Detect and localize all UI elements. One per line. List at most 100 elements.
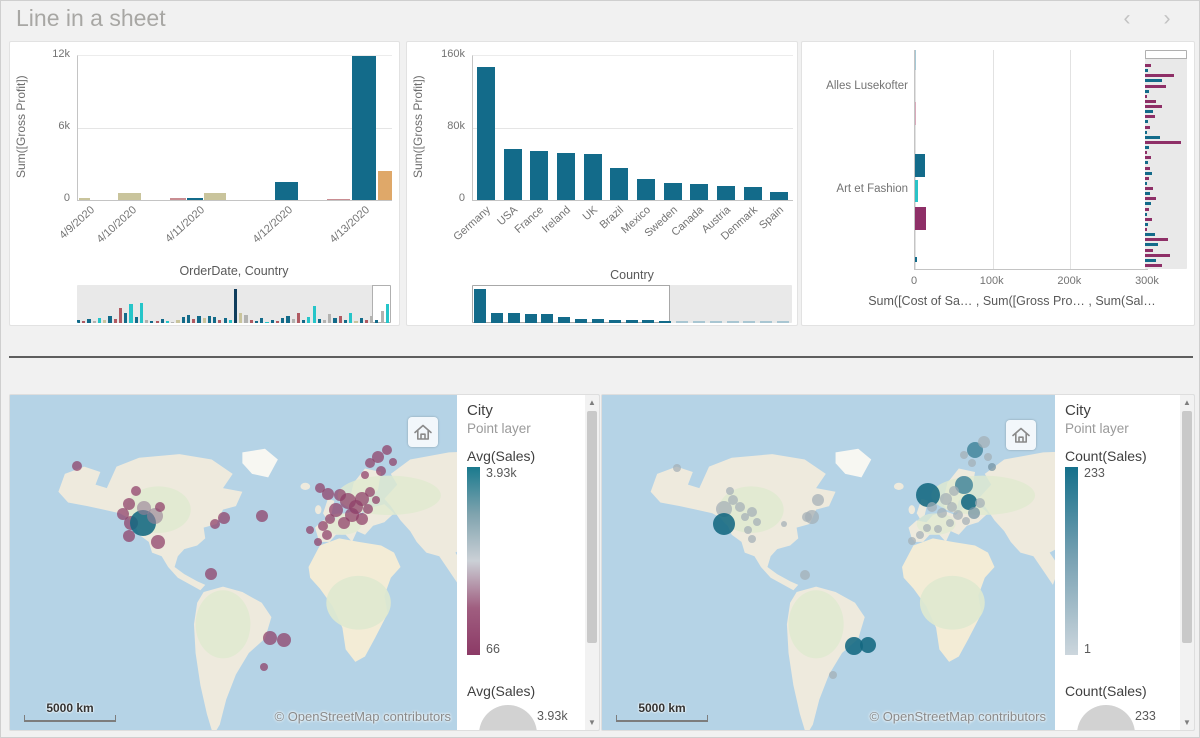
bar-Ireland[interactable] xyxy=(557,152,575,200)
map-point[interactable] xyxy=(314,538,322,546)
prev-sheet-button[interactable]: ‹ xyxy=(1123,7,1131,30)
scroll-up-icon[interactable]: ▲ xyxy=(588,398,596,407)
map-point[interactable] xyxy=(673,464,681,472)
bar-UK[interactable] xyxy=(583,153,602,200)
map-point[interactable] xyxy=(365,487,375,497)
c3-mini[interactable] xyxy=(1145,50,1187,269)
bar-4/11/2020[interactable] xyxy=(204,193,226,200)
map-point[interactable] xyxy=(978,436,990,448)
map-point[interactable] xyxy=(131,486,141,496)
map-point[interactable] xyxy=(382,445,392,455)
bar-Mexico[interactable] xyxy=(637,179,655,200)
minimap-viewport[interactable] xyxy=(1145,50,1187,59)
scrollbar-thumb[interactable] xyxy=(1182,411,1192,643)
map-point[interactable] xyxy=(123,498,135,510)
map-point[interactable] xyxy=(147,508,163,524)
map-point[interactable] xyxy=(949,486,959,496)
map-point[interactable] xyxy=(260,663,268,671)
map-point[interactable] xyxy=(845,637,863,655)
map-point[interactable] xyxy=(726,487,734,495)
map-point[interactable] xyxy=(728,495,738,505)
map-point[interactable] xyxy=(805,510,819,524)
bar-partial[interactable] xyxy=(915,257,918,262)
map-point[interactable] xyxy=(955,476,973,494)
map-point[interactable] xyxy=(960,451,968,459)
map-point[interactable] xyxy=(747,507,757,517)
bar-Art et Fashion[interactable] xyxy=(915,154,925,177)
map-point[interactable] xyxy=(151,535,165,549)
map-point[interactable] xyxy=(812,494,824,506)
map-point[interactable] xyxy=(205,568,217,580)
bar-Sweden[interactable] xyxy=(663,182,682,200)
bar-France[interactable] xyxy=(530,150,549,200)
map-point[interactable] xyxy=(748,535,756,543)
bar-Alles Lusekofter[interactable] xyxy=(915,102,917,125)
map-point[interactable] xyxy=(741,513,749,521)
map-point[interactable] xyxy=(916,531,924,539)
map-point[interactable] xyxy=(322,488,334,500)
map-point[interactable] xyxy=(123,530,135,542)
map-avg-sales[interactable]: 5000 km © OpenStreetMap contributors Cit… xyxy=(9,394,600,731)
map-point[interactable] xyxy=(322,530,332,540)
map-point[interactable] xyxy=(372,451,384,463)
bar-Art et Fashion[interactable] xyxy=(915,180,919,202)
bar-4/11/2020[interactable] xyxy=(187,197,203,200)
map-point[interactable] xyxy=(968,459,976,467)
bar-4/13/2020[interactable] xyxy=(327,198,350,200)
map-count-sales[interactable]: 5000 km © OpenStreetMap contributors Cit… xyxy=(601,394,1195,731)
map-point[interactable] xyxy=(256,510,268,522)
bar-Canada[interactable] xyxy=(690,184,709,200)
map-point[interactable] xyxy=(72,461,82,471)
map-point[interactable] xyxy=(968,507,980,519)
map-point[interactable] xyxy=(325,514,335,524)
map-point[interactable] xyxy=(781,521,787,527)
map-point[interactable] xyxy=(315,483,325,493)
bar-4/10/2020[interactable] xyxy=(118,193,141,200)
c1-mini[interactable] xyxy=(77,285,391,323)
scroll-up-icon[interactable]: ▲ xyxy=(1183,398,1191,407)
bar-USA[interactable] xyxy=(503,148,522,200)
map-point[interactable] xyxy=(934,525,942,533)
map-home-button[interactable] xyxy=(408,417,438,447)
bar-Brazil[interactable] xyxy=(610,167,629,200)
map-point[interactable] xyxy=(735,502,745,512)
map-point[interactable] xyxy=(953,510,963,520)
map-point[interactable] xyxy=(263,631,277,645)
map-home-button[interactable] xyxy=(1006,420,1036,450)
map-point[interactable] xyxy=(860,637,876,653)
minimap-viewport[interactable] xyxy=(472,285,671,323)
map-point[interactable] xyxy=(318,521,328,531)
map-point[interactable] xyxy=(984,453,992,461)
scroll-down-icon[interactable]: ▼ xyxy=(588,718,596,727)
map-point[interactable] xyxy=(744,526,752,534)
bar-Alles Lusekofter[interactable] xyxy=(915,50,917,70)
bar-Denmark[interactable] xyxy=(743,187,762,200)
map-point[interactable] xyxy=(306,526,314,534)
map-point[interactable] xyxy=(829,671,837,679)
map-point[interactable] xyxy=(927,502,937,512)
map-point[interactable] xyxy=(218,512,230,524)
bar-Germany[interactable] xyxy=(477,66,495,200)
map-point[interactable] xyxy=(988,463,996,471)
bar-4/13/2020[interactable] xyxy=(378,171,392,200)
bar-4/13/2020[interactable] xyxy=(352,56,376,200)
c2-mini[interactable] xyxy=(472,285,792,323)
map-point[interactable] xyxy=(210,519,220,529)
map-point[interactable] xyxy=(363,504,373,514)
map-point[interactable] xyxy=(376,466,386,476)
map-point[interactable] xyxy=(937,508,947,518)
map-point[interactable] xyxy=(365,458,375,468)
map-point[interactable] xyxy=(800,570,810,580)
map-point[interactable] xyxy=(908,537,916,545)
map-point[interactable] xyxy=(356,513,368,525)
map-point[interactable] xyxy=(361,471,369,479)
scrollbar-thumb[interactable] xyxy=(587,411,597,643)
bar-Spain[interactable] xyxy=(770,192,789,200)
map-point[interactable] xyxy=(277,633,291,647)
map-point[interactable] xyxy=(975,498,985,508)
map-point[interactable] xyxy=(947,502,957,512)
bar-4/9/2020[interactable] xyxy=(79,198,90,200)
scroll-down-icon[interactable]: ▼ xyxy=(1183,718,1191,727)
map-point[interactable] xyxy=(962,517,970,525)
map-point[interactable] xyxy=(753,518,761,526)
